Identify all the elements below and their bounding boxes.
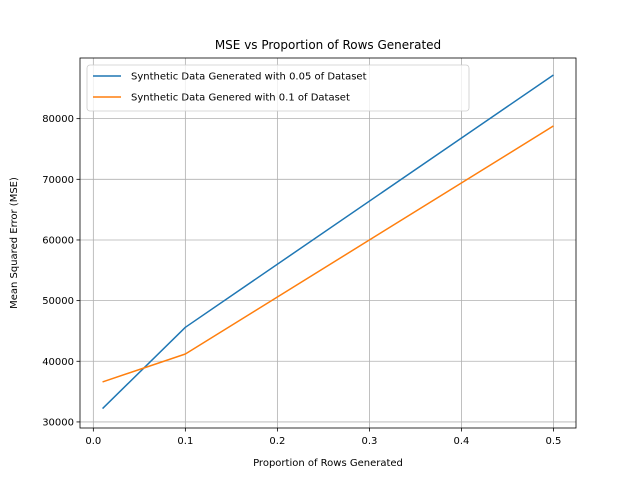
x-axis-label: Proportion of Rows Generated bbox=[253, 458, 403, 469]
legend-label-1: Synthetic Data Generated with 0.05 of Da… bbox=[131, 72, 367, 83]
x-tick-label: 0.1 bbox=[177, 436, 193, 447]
x-tick-label: 0.3 bbox=[361, 436, 377, 447]
legend-box bbox=[86, 64, 470, 112]
series-lines bbox=[102, 74, 554, 410]
y-tick-label: 80000 bbox=[42, 114, 74, 125]
plot-frame bbox=[79, 57, 577, 429]
legend: Synthetic Data Generated with 0.05 of Da… bbox=[86, 64, 470, 112]
y-tick-label: 50000 bbox=[42, 296, 74, 307]
x-tick-label: 0.0 bbox=[85, 436, 101, 447]
axes: 0.0 0.1 0.2 0.3 0.4 0.5 30000 40000 50000 60000 70… bbox=[42, 114, 561, 447]
series-line-1 bbox=[102, 74, 554, 410]
y-tick-label: 30000 bbox=[42, 417, 74, 428]
chart-title: MSE vs Proportion of Rows Generated bbox=[215, 38, 441, 52]
x-tick-label: 0.5 bbox=[546, 436, 562, 447]
y-tick-label: 40000 bbox=[42, 357, 74, 368]
x-tick-label: 0.2 bbox=[269, 436, 285, 447]
y-tick-label: 60000 bbox=[42, 235, 74, 246]
y-axis-label: Mean Squared Error (MSE) bbox=[9, 177, 20, 309]
y-tick-label: 70000 bbox=[42, 175, 74, 186]
x-tick-label: 0.4 bbox=[453, 436, 469, 447]
series-line-2 bbox=[102, 125, 554, 383]
legend-label-2: Synthetic Data Genered with 0.1 of Datas… bbox=[131, 93, 350, 104]
